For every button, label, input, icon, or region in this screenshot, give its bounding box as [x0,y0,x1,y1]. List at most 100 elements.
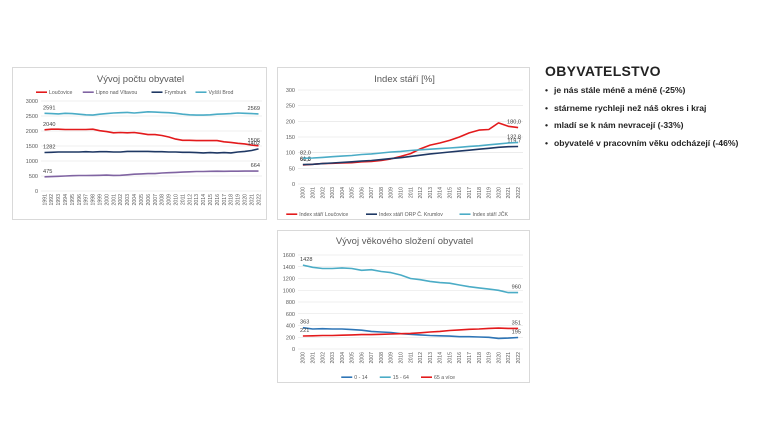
y-tick-label: 2000 [26,129,38,135]
x-tick-label: 2022 [516,352,522,364]
x-tick-label: 2001 [310,187,316,199]
x-tick-label: 2012 [187,194,193,206]
x-tick-label: 2004 [132,194,138,206]
data-label: 180,0 [507,120,521,126]
data-label: 2040 [43,122,55,128]
x-tick-label: 2015 [447,187,453,199]
y-tick-label: 0 [292,182,295,188]
x-tick-label: 2007 [369,187,375,199]
x-tick-label: 2020 [243,194,249,206]
data-label: 60,8 [300,157,311,163]
y-tick-label: 300 [286,88,295,94]
x-tick-label: 2001 [111,194,117,206]
series-line [44,128,259,147]
x-tick-label: 2012 [418,352,424,364]
x-tick-label: 2007 [153,194,159,206]
bullet-dot-icon: • [545,120,549,130]
x-tick-label: 1993 [56,194,62,206]
legend-item: Lipno nad Vltavou [82,90,137,96]
x-tick-label: 2012 [418,187,424,199]
y-tick-label: 500 [29,174,38,180]
data-label: 475 [43,169,52,175]
series-line [302,145,519,166]
x-tick-label: 2008 [379,352,385,364]
chart-title: Index stáří [%] [374,74,435,85]
x-tick-label: 2014 [201,194,207,206]
population-summary: OBYVATELSTVO • je nás stále méně a méně (… [545,63,760,155]
x-tick-label: 1996 [77,194,83,206]
x-tick-label: 2017 [467,352,473,364]
x-tick-label: 2002 [320,187,326,199]
x-tick-label: 2016 [457,352,463,364]
legend-item: Index stáří Loučovice [286,212,348,218]
x-tick-label: 2018 [229,194,235,206]
x-tick-label: 2000 [301,352,307,364]
x-tick-label: 2000 [301,187,307,199]
x-tick-label: 1999 [98,194,104,206]
y-tick-label: 400 [286,324,295,330]
legend-item: Frymburk [151,90,187,96]
x-tick-label: 2019 [236,194,242,206]
summary-bullet-text: mladí se k nám nevracejí (-33%) [554,120,684,130]
series-line [302,326,519,340]
x-tick-label: 1995 [70,194,76,206]
summary-bullet: • je nás stále méně a méně (-25%) [545,85,760,95]
x-tick-label: 1997 [84,194,90,206]
summary-bullet-text: obyvatelé v pracovním věku odcházejí (-4… [554,137,739,148]
x-tick-label: 2021 [506,352,512,364]
x-tick-label: 2022 [256,194,262,206]
y-tick-label: 1500 [26,144,38,150]
chart-legend: 0 - 14 15 - 64 65 a více [341,375,455,381]
x-tick-label: 2006 [146,194,152,206]
chart-legend: Loučovice Lipno nad Vltavou Frymburk Vyšší … [36,90,234,96]
x-tick-label: 2013 [428,352,434,364]
x-tick-label: 2002 [320,352,326,364]
x-tick-label: 2022 [516,187,522,199]
x-tick-label: 2019 [487,352,493,364]
data-label: 960 [512,285,521,291]
summary-bullet-text: stárneme rychleji než náš okres i kraj [554,102,707,113]
x-tick-label: 2011 [408,187,414,198]
summary-title: OBYVATELSTVO [545,63,661,79]
chart-legend: Index stáří Loučovice Index stáří ORP Č. … [286,211,509,218]
x-tick-label: 2001 [310,352,316,364]
x-tick-label: 2014 [438,352,444,364]
y-tick-label: 2500 [26,114,38,120]
x-tick-label: 2003 [330,352,336,364]
x-tick-label: 1998 [91,194,97,206]
x-tick-label: 2015 [208,194,214,206]
legend-item: Index stáří ORP Č. Krumlov [366,211,443,218]
x-tick-label: 2018 [477,187,483,199]
chart-title: Vývoj počtu obyvatel [97,74,184,85]
x-tick-label: 2009 [167,194,173,206]
data-label: 2569 [248,106,260,112]
series-line [302,327,519,337]
legend-label: Index stáří JČK [473,211,509,218]
data-label: 1282 [43,145,55,151]
y-tick-label: 1600 [283,253,295,259]
x-tick-label: 2016 [457,187,463,199]
data-label: 82,0 [300,150,311,156]
y-tick-label: 50 [289,166,295,172]
y-tick-label: 800 [286,300,295,306]
x-tick-label: 2005 [350,352,356,364]
x-tick-label: 2003 [330,187,336,199]
data-label: 221 [300,328,309,334]
y-tick-label: 1400 [283,265,295,271]
data-label: 363 [300,320,309,326]
legend-label: Loučovice [49,90,72,96]
data-label: 1428 [300,257,312,263]
y-tick-label: 0 [35,189,38,195]
series-line [302,122,519,166]
x-tick-label: 2009 [389,187,395,199]
x-tick-label: 1994 [63,194,69,206]
legend-label: Index stáří ORP Č. Krumlov [379,211,443,218]
x-tick-label: 2014 [438,187,444,199]
x-tick-label: 2018 [477,352,483,364]
legend-item: Index stáří JČK [459,211,509,218]
x-tick-label: 2008 [379,187,385,199]
y-tick-label: 200 [286,119,295,125]
y-tick-label: 1000 [283,288,295,294]
legend-item: 0 - 14 [341,375,368,381]
